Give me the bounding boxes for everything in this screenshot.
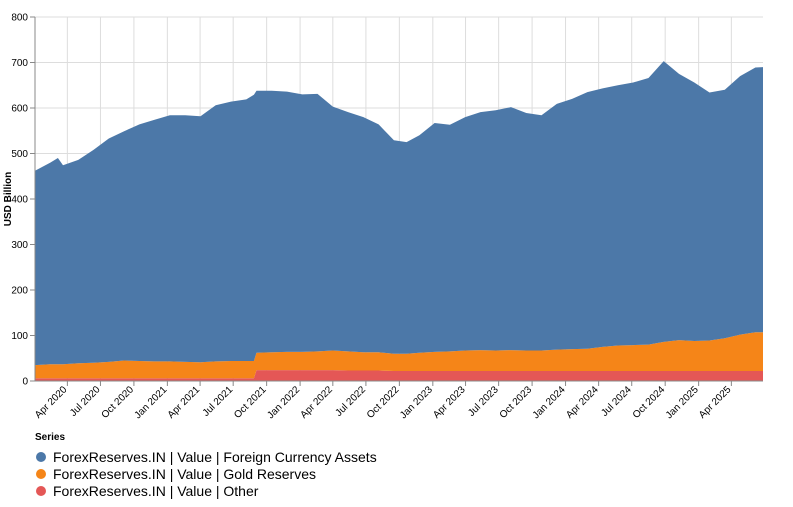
y-tick-label: 100 xyxy=(11,331,28,342)
x-tick-label: Jan 2025 xyxy=(664,384,701,421)
x-tick-label: Apr 2023 xyxy=(431,384,468,421)
legend-item-other: ForexReserves.IN | Value | Other xyxy=(35,482,377,499)
x-tick-label: Jul 2020 xyxy=(68,384,103,419)
legend-swatch xyxy=(36,485,46,496)
y-axis-ticks: 0 100 200 300 400 500 600 700 800 xyxy=(11,13,35,388)
x-tick-label: Oct 2024 xyxy=(631,384,668,421)
x-tick-label: Oct 2021 xyxy=(232,384,269,421)
y-tick-label: 600 xyxy=(11,104,28,115)
y-axis-label: USD Billion xyxy=(3,172,14,226)
y-tick-label: 0 xyxy=(22,377,28,388)
legend-label: ForexReserves.IN | Value | Gold Reserves xyxy=(53,465,316,482)
y-tick-label: 400 xyxy=(11,195,28,206)
x-tick-label: Apr 2021 xyxy=(166,384,203,421)
area-foreign-currency-assets xyxy=(35,61,763,366)
x-tick-label: Jul 2022 xyxy=(334,384,369,419)
legend: Series ForexReserves.IN | Value | Foreig… xyxy=(35,432,377,499)
x-tick-label: Oct 2020 xyxy=(100,384,137,421)
legend-title: Series xyxy=(35,432,66,443)
x-tick-label: Jul 2024 xyxy=(599,384,634,419)
y-tick-label: 200 xyxy=(11,286,28,297)
x-tick-label: Jan 2024 xyxy=(531,384,568,421)
legend-item-foreign-currency-assets: ForexReserves.IN | Value | Foreign Curre… xyxy=(35,448,377,465)
x-tick-label: Apr 2022 xyxy=(298,384,335,421)
y-tick-label: 300 xyxy=(11,240,28,251)
x-tick-label: Apr 2024 xyxy=(564,384,601,421)
x-tick-label: Jan 2023 xyxy=(398,384,435,421)
x-tick-label: Jan 2022 xyxy=(265,384,302,421)
x-tick-label: Apr 2020 xyxy=(33,384,70,421)
legend-label: ForexReserves.IN | Value | Other xyxy=(53,482,259,499)
x-tick-label: Apr 2025 xyxy=(697,384,734,421)
y-tick-label: 500 xyxy=(11,149,28,160)
x-tick-label: Oct 2022 xyxy=(365,384,402,421)
legend-swatch xyxy=(36,468,46,479)
area-other xyxy=(35,370,763,381)
legend-item-gold-reserves: ForexReserves.IN | Value | Gold Reserves xyxy=(35,465,377,482)
area-gold-reserves xyxy=(35,332,763,379)
x-tick-label: Jan 2021 xyxy=(133,384,170,421)
y-tick-label: 700 xyxy=(11,58,28,69)
x-tick-label: Oct 2023 xyxy=(498,384,535,421)
area-series xyxy=(35,61,763,381)
x-tick-label: Jul 2023 xyxy=(466,384,501,419)
legend-swatch xyxy=(36,451,46,462)
y-tick-label: 800 xyxy=(11,13,28,24)
x-tick-label: Jul 2021 xyxy=(201,384,236,419)
legend-label: ForexReserves.IN | Value | Foreign Curre… xyxy=(53,448,377,465)
